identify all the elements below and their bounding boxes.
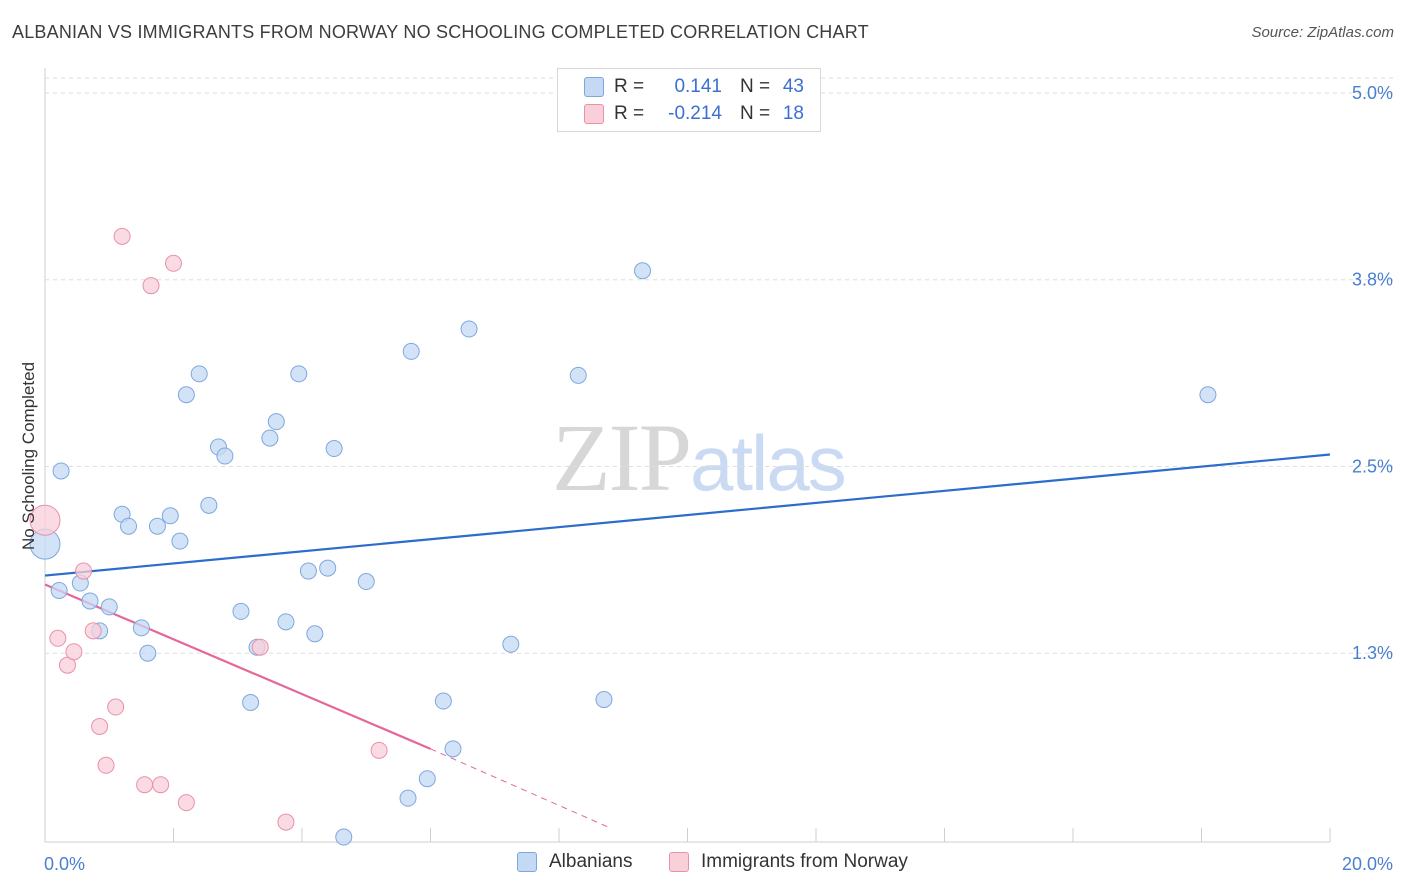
watermark-zip: ZIP [552, 404, 692, 511]
albanians-point [569, 366, 587, 384]
albanians-point [161, 507, 179, 525]
legend-item-albanians[interactable]: Albanians [517, 851, 632, 873]
norway-point [29, 504, 61, 536]
albanians-point [460, 320, 478, 338]
norway-point [84, 622, 102, 640]
albanians-point [200, 496, 218, 514]
legend-swatch-pink [584, 104, 604, 124]
norway-point [370, 741, 388, 759]
albanians-point [216, 447, 234, 465]
legend-r-value: -0.214 [668, 103, 722, 124]
albanians-point [299, 562, 317, 580]
albanians-point [148, 517, 166, 535]
albanians-point [52, 462, 70, 480]
norway-point [152, 776, 170, 794]
legend-n-value: 43 [782, 76, 804, 97]
albanians-point [319, 559, 337, 577]
albanians-point [139, 644, 157, 662]
y-tick-label: 3.8% [1352, 270, 1393, 290]
albanians-point [267, 413, 285, 431]
grid [45, 77, 1394, 654]
norway-point [136, 776, 154, 794]
legend-n-label: N = [740, 103, 771, 124]
series-legend: Albanians Immigrants from Norway [0, 851, 1406, 879]
albanians-point [81, 592, 99, 610]
y-tick-label: 5.0% [1352, 83, 1393, 103]
albanians-point [418, 770, 436, 788]
legend-row-albanians: R = 0.141 N = 43 [584, 75, 804, 99]
watermark: ZIPatlas [552, 402, 847, 513]
albanians-point [242, 694, 260, 712]
axes [44, 68, 1331, 843]
albanians-point [444, 740, 462, 758]
legend-row-norway: R = -0.214 N = 18 [584, 102, 804, 126]
albanians-point [357, 573, 375, 591]
y-tick-label: 1.3% [1352, 643, 1393, 663]
x-tick-label: 0.0% [44, 854, 85, 874]
norway-point [107, 698, 125, 716]
norway-point [65, 643, 83, 661]
norway-point [49, 629, 67, 647]
legend-r-label: R = [614, 103, 645, 124]
watermark-atlas: atlas [690, 419, 847, 507]
albanians-point [434, 692, 452, 710]
data-points [29, 227, 1217, 846]
albanians-point [190, 365, 208, 383]
tick-labels: 1.3% 2.5% 3.8% 5.0% 0.0% 20.0% [44, 83, 1393, 874]
correlation-legend: R = 0.141 N = 43 R = -0.214 N = 18 [557, 68, 821, 132]
chart-title: ALBANIAN VS IMMIGRANTS FROM NORWAY NO SC… [12, 22, 869, 42]
albanians-point [232, 602, 250, 620]
albanians-point [290, 365, 308, 383]
y-axis-label: No Schooling Completed [19, 362, 38, 550]
albanians-point [306, 625, 324, 643]
legend-n-value: 18 [782, 103, 804, 124]
albanians-point [502, 635, 520, 653]
albanians-point [1199, 386, 1217, 404]
albanians-point [595, 691, 613, 709]
legend-n-label: N = [740, 76, 771, 97]
albanians-trend-line [44, 453, 1331, 577]
source-label: Source: ZipAtlas.com [1251, 24, 1394, 41]
albanians-point [335, 828, 353, 846]
albanians-point [261, 429, 279, 447]
albanians-swatch [517, 852, 537, 872]
norway-point [142, 277, 160, 295]
norway-point [251, 638, 269, 656]
norway-point [75, 562, 93, 580]
legend-r-value: 0.141 [674, 76, 722, 97]
norway-point [97, 756, 115, 774]
albanians-point [177, 386, 195, 404]
albanians-point [277, 613, 295, 631]
norway-trend-extension [430, 748, 611, 829]
y-tick-label: 2.5% [1352, 456, 1393, 476]
legend-item-norway[interactable]: Immigrants from Norway [669, 851, 908, 873]
albanians-point [132, 619, 150, 637]
albanians-point [325, 440, 343, 458]
trend-lines [44, 453, 1331, 829]
albanians-point [399, 789, 417, 807]
albanians-point [100, 598, 118, 616]
albanians-point [402, 342, 420, 360]
norway-point [277, 813, 295, 831]
norway-point [91, 717, 109, 735]
legend-swatch-blue [584, 77, 604, 97]
albanians-label: Albanians [549, 851, 633, 872]
legend-r-label: R = [614, 76, 645, 97]
norway-point [113, 227, 131, 245]
albanians-point [171, 532, 189, 550]
norway-swatch [669, 852, 689, 872]
albanians-point [120, 517, 138, 535]
x-tick-label: 20.0% [1342, 854, 1393, 874]
norway-point [165, 254, 182, 272]
norway-label: Immigrants from Norway [701, 851, 908, 872]
albanians-point [50, 581, 68, 599]
albanians-point [634, 262, 652, 280]
norway-point [177, 794, 195, 812]
